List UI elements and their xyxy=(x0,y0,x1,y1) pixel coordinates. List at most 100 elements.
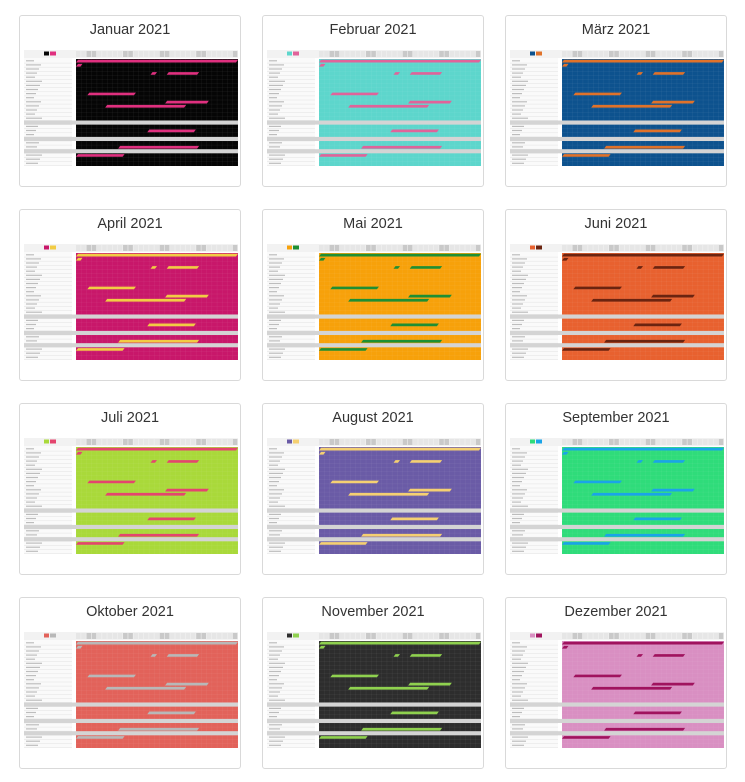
task-bar xyxy=(633,711,682,715)
task-bar xyxy=(76,736,125,739)
task-bar xyxy=(319,257,326,261)
task-bar xyxy=(562,736,611,739)
task-bar xyxy=(76,542,125,545)
gantt-preview xyxy=(24,632,238,748)
task-bar xyxy=(166,72,200,75)
task-bar xyxy=(330,92,379,96)
task-bar xyxy=(319,63,326,67)
task-bar xyxy=(150,654,157,657)
task-bar xyxy=(409,460,443,463)
task-bar xyxy=(348,686,430,690)
card-title: Dezember 2021 xyxy=(564,604,668,620)
task-bar xyxy=(147,517,196,521)
task-bar xyxy=(76,253,238,257)
task-bar xyxy=(76,154,125,157)
calendar-card[interactable]: Juli 2021 xyxy=(19,403,241,575)
task-bar xyxy=(348,298,430,302)
task-bar xyxy=(319,451,326,455)
task-bar xyxy=(390,711,439,715)
task-bar xyxy=(652,266,686,269)
gantt-preview xyxy=(510,50,724,166)
task-bar xyxy=(591,686,673,690)
task-bar xyxy=(604,727,686,731)
task-bar xyxy=(633,129,682,133)
task-bar xyxy=(562,154,611,157)
task-bar xyxy=(118,727,200,731)
task-bar xyxy=(651,488,695,492)
task-bar xyxy=(150,460,157,463)
task-bar xyxy=(562,59,724,63)
task-bar xyxy=(636,72,643,75)
gantt-preview xyxy=(267,632,481,748)
calendar-card[interactable]: März 2021 xyxy=(505,15,727,187)
calendar-thumbnail xyxy=(267,438,481,554)
calendar-card[interactable]: April 2021 xyxy=(19,209,241,381)
task-bar xyxy=(165,100,209,104)
task-bar xyxy=(319,645,326,649)
task-bar xyxy=(562,451,569,455)
task-bar xyxy=(166,266,200,269)
task-bar xyxy=(393,460,400,463)
task-bar xyxy=(604,339,686,343)
card-title: November 2021 xyxy=(321,604,425,620)
calendar-thumbnail xyxy=(24,438,238,554)
task-bar xyxy=(105,492,187,496)
task-bar xyxy=(319,253,481,257)
task-bar xyxy=(319,542,368,545)
task-bar xyxy=(393,654,400,657)
task-bar xyxy=(652,654,686,657)
calendar-thumbnail xyxy=(510,244,724,360)
task-bar xyxy=(319,348,368,351)
task-bar xyxy=(652,460,686,463)
task-bar xyxy=(633,323,682,327)
gantt-preview xyxy=(267,438,481,554)
gantt-preview xyxy=(510,632,724,748)
task-bar xyxy=(562,257,569,261)
card-title: Februar 2021 xyxy=(329,22,417,38)
task-bar xyxy=(393,72,400,75)
calendar-thumbnail xyxy=(24,632,238,748)
calendar-card[interactable]: September 2021 xyxy=(505,403,727,575)
task-bar xyxy=(87,480,136,484)
calendar-thumbnail xyxy=(510,50,724,166)
task-bar xyxy=(76,63,83,67)
task-bar xyxy=(562,63,569,67)
task-bar xyxy=(87,92,136,96)
task-bar xyxy=(147,323,196,327)
task-bar xyxy=(330,480,379,484)
calendar-card[interactable]: Januar 2021 xyxy=(19,15,241,187)
task-bar xyxy=(636,654,643,657)
calendar-thumbnail xyxy=(24,244,238,360)
card-title: Oktober 2021 xyxy=(86,604,174,620)
calendar-card[interactable]: November 2021 xyxy=(262,597,484,769)
calendar-card[interactable]: August 2021 xyxy=(262,403,484,575)
task-bar xyxy=(604,533,686,537)
task-bar xyxy=(408,100,452,104)
task-bar xyxy=(573,674,622,678)
task-bar xyxy=(319,59,481,63)
task-bar xyxy=(166,654,200,657)
task-bar xyxy=(636,266,643,269)
gantt-preview xyxy=(24,438,238,554)
task-bar xyxy=(636,460,643,463)
task-bar xyxy=(562,645,569,649)
calendar-thumbnail xyxy=(267,244,481,360)
card-title: August 2021 xyxy=(332,410,414,426)
calendar-card[interactable]: Dezember 2021 xyxy=(505,597,727,769)
task-bar xyxy=(105,104,187,108)
card-title: Mai 2021 xyxy=(343,216,403,232)
task-bar xyxy=(591,104,673,108)
calendar-card[interactable]: Oktober 2021 xyxy=(19,597,241,769)
task-bar xyxy=(562,542,611,545)
task-bar xyxy=(562,447,724,451)
calendar-card[interactable]: Februar 2021 xyxy=(262,15,484,187)
calendar-card[interactable]: Mai 2021 xyxy=(262,209,484,381)
task-bar xyxy=(573,286,622,290)
calendar-card[interactable]: Juni 2021 xyxy=(505,209,727,381)
task-bar xyxy=(166,460,200,463)
task-bar xyxy=(409,266,443,269)
task-bar xyxy=(409,72,443,75)
task-bar xyxy=(87,286,136,290)
calendar-thumbnail xyxy=(24,50,238,166)
task-bar xyxy=(330,286,379,290)
